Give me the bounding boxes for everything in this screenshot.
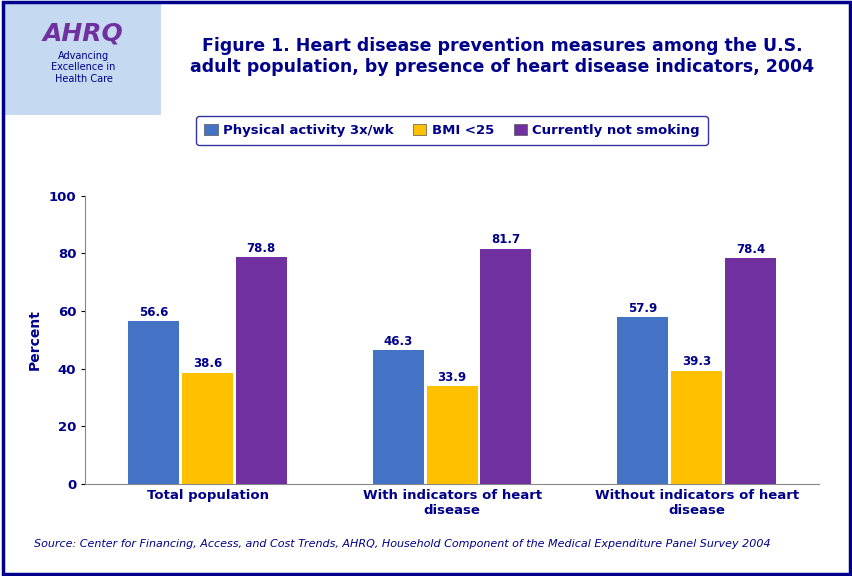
Bar: [181, 373, 233, 484]
FancyBboxPatch shape: [5, 2, 161, 115]
Bar: [671, 371, 722, 484]
Legend: Physical activity 3x/wk, BMI <25, Currently not smoking: Physical activity 3x/wk, BMI <25, Curren…: [196, 116, 707, 145]
Text: 57.9: 57.9: [627, 302, 657, 314]
Bar: [235, 257, 286, 484]
Text: 78.4: 78.4: [735, 242, 764, 256]
Bar: [724, 258, 775, 484]
Text: Source: Center for Financing, Access, and Cost Trends, AHRQ, Household Component: Source: Center for Financing, Access, an…: [34, 539, 770, 550]
Bar: [480, 249, 531, 484]
Bar: [372, 350, 423, 484]
Bar: [426, 386, 477, 484]
Text: 46.3: 46.3: [383, 335, 412, 348]
Bar: [128, 321, 179, 484]
Bar: [617, 317, 668, 484]
Y-axis label: Percent: Percent: [27, 309, 42, 370]
Text: AHRQ: AHRQ: [43, 22, 124, 46]
Text: 33.9: 33.9: [437, 371, 466, 384]
Text: 78.8: 78.8: [246, 241, 276, 255]
Text: 81.7: 81.7: [491, 233, 520, 247]
Text: 56.6: 56.6: [139, 305, 168, 319]
Text: 38.6: 38.6: [193, 357, 222, 370]
Text: Figure 1. Heart disease prevention measures among the U.S.
adult population, by : Figure 1. Heart disease prevention measu…: [190, 37, 814, 75]
Text: Advancing
Excellence in
Health Care: Advancing Excellence in Health Care: [51, 51, 116, 84]
Text: 39.3: 39.3: [682, 355, 711, 369]
